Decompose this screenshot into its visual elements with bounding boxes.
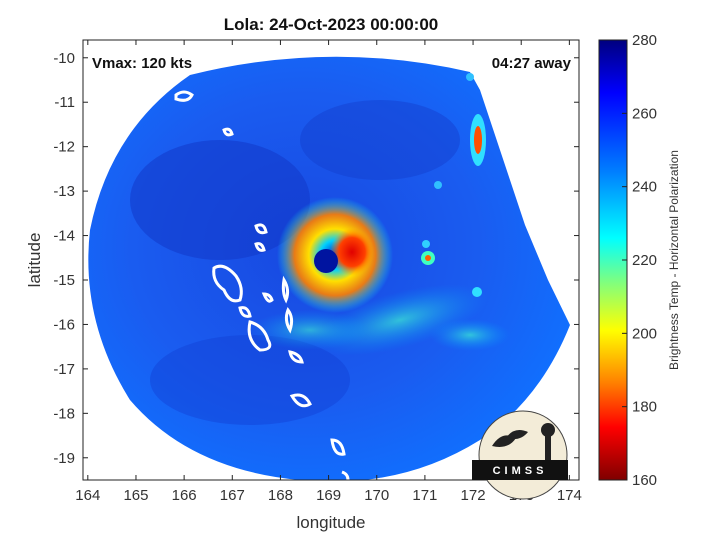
x-tick-label: 170: [364, 487, 389, 504]
convective-cell: [466, 73, 474, 81]
convective-cell: [474, 126, 482, 154]
y-axis-label: latitude: [25, 233, 44, 288]
y-tick-label: -18: [53, 405, 75, 422]
y-tick-label: -12: [53, 139, 75, 156]
colorbar-tick-label: 200: [632, 325, 657, 342]
time-away-label: 04:27 away: [492, 55, 572, 72]
map-plot-area: [82, 39, 580, 481]
convective-cell: [434, 181, 442, 189]
tower-icon: [545, 432, 551, 460]
cold-patch: [300, 100, 460, 180]
storm-eye: [314, 249, 338, 273]
rain-band: [430, 319, 510, 351]
colorbar-tick-label: 180: [632, 399, 657, 416]
colorbar-tick-label: 260: [632, 105, 657, 122]
y-tick-label: -11: [54, 94, 75, 111]
colorbar-ticks: 280 260 240 220 200 180 160: [622, 32, 657, 489]
vmax-label: Vmax: 120 kts: [92, 55, 192, 72]
y-tick-label: -16: [53, 316, 75, 333]
logo-banner: [472, 460, 568, 480]
x-tick-label: 164: [75, 487, 100, 504]
colorbar-label: Brightness Temp - Horizontal Polarizatio…: [667, 150, 681, 370]
coastlines: [174, 90, 350, 480]
x-tick-label: 171: [412, 487, 437, 504]
x-tick-label: 166: [172, 487, 197, 504]
y-tick-label: -10: [53, 50, 75, 67]
y-tick-label: -14: [53, 228, 75, 245]
y-tick-label: -19: [53, 450, 75, 467]
y-tick-label: -13: [53, 183, 75, 200]
plot-frame: [82, 39, 580, 481]
cimss-logo: CIMSS: [472, 410, 568, 500]
colorbar: 280 260 240 220 200 180 160 Brightness Temp - …: [598, 32, 681, 489]
x-tick-label: 174: [557, 487, 582, 504]
y-axis: -10 -11 -12 -13 -14 -15 -16 -17 -18 -19: [53, 50, 579, 467]
rain-band: [250, 310, 370, 350]
colorbar-tick-label: 220: [632, 252, 657, 269]
logo-disc: [478, 410, 568, 500]
colorbar-tick-label: 240: [632, 179, 657, 196]
x-tick-label: 167: [220, 487, 245, 504]
x-tick-label: 168: [268, 487, 293, 504]
y-tick-label: -17: [53, 361, 75, 378]
x-tick-label: 165: [123, 487, 148, 504]
x-tick-label: 172: [461, 487, 486, 504]
y-tick-label: -15: [53, 272, 75, 289]
microwave-swath: [88, 56, 570, 480]
colorbar-tick-label: 160: [632, 472, 657, 489]
x-axis-label: longitude: [296, 513, 365, 532]
water-tower-icon: [541, 423, 555, 437]
figure-title: Lola: 24-Oct-2023 00:00:00: [224, 15, 439, 34]
logo-text: CIMSS: [493, 465, 548, 477]
convective-cell: [422, 240, 430, 248]
colorbar-tick-label: 280: [632, 32, 657, 49]
convective-cell: [425, 255, 431, 261]
satellite-dish-icon: [506, 430, 528, 440]
convective-cell: [472, 287, 482, 297]
eyewall-core: [330, 228, 374, 276]
x-tick-label: 169: [316, 487, 341, 504]
